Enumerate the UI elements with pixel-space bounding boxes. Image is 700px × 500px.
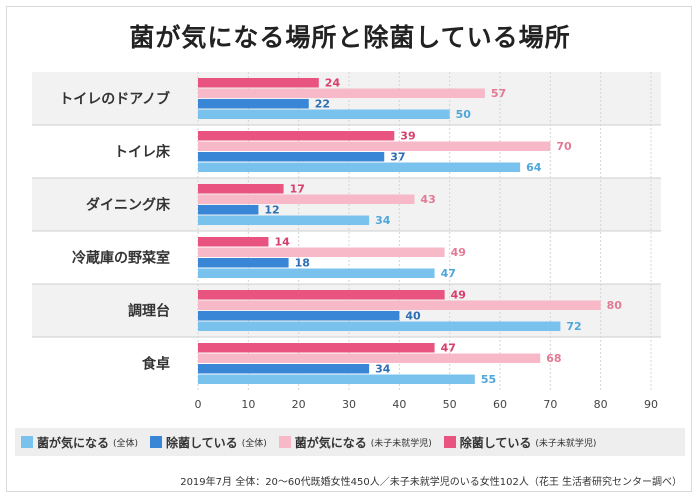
x-tick-label: 60 [493, 398, 507, 411]
data-label: 14 [274, 236, 290, 249]
data-label: 34 [375, 363, 391, 376]
legend-label-4: 除菌している [459, 435, 532, 450]
data-label: 34 [375, 214, 391, 227]
bar [198, 258, 289, 268]
bar [198, 141, 551, 151]
data-label: 64 [526, 161, 542, 174]
bar [198, 184, 284, 194]
data-label: 70 [556, 140, 572, 153]
category-label: 調理台 [128, 303, 170, 320]
data-label: 49 [451, 246, 466, 259]
bar [198, 247, 445, 257]
x-tick-label: 90 [644, 398, 658, 411]
x-tick-label: 20 [292, 398, 306, 411]
chart-frame [6, 6, 692, 492]
bar [198, 268, 435, 278]
x-tick-label: 70 [543, 398, 557, 411]
data-label: 72 [566, 320, 581, 333]
x-tick-label: 30 [342, 398, 356, 411]
legend-sub-1: (全体) [113, 438, 139, 449]
legend-label-2: 除菌している [166, 435, 238, 450]
legend-sub-3: (未子未就学児) [370, 438, 432, 449]
legend-label-1: 菌が気になる [37, 435, 110, 450]
data-label: 55 [481, 373, 496, 386]
bar [198, 374, 475, 384]
data-label: 50 [456, 108, 472, 121]
x-tick-label: 10 [241, 398, 255, 411]
data-label: 12 [264, 204, 279, 217]
bar [198, 290, 445, 300]
chart-title: 菌が気になる場所と除菌している場所 [129, 23, 571, 52]
data-label: 49 [451, 289, 466, 302]
bar [198, 131, 395, 141]
bar [198, 162, 521, 172]
data-label: 17 [290, 183, 305, 196]
x-tick-label: 80 [594, 398, 608, 411]
data-label: 80 [607, 299, 623, 312]
category-label: トイレのドアノブ [59, 91, 170, 108]
bar [198, 321, 561, 331]
bar [198, 194, 415, 204]
x-tick-label: 40 [392, 398, 406, 411]
category-label: トイレ床 [114, 144, 171, 161]
data-label: 22 [315, 98, 330, 111]
footnote: 2019年7月 全体：20～60代既婚女性450人／未子未就学児のいる女性102… [180, 477, 682, 488]
bar [198, 343, 435, 353]
category-label: 食卓 [142, 356, 170, 373]
data-label: 43 [420, 193, 435, 206]
data-label: 47 [441, 267, 456, 280]
data-label: 68 [546, 352, 561, 365]
bar [198, 237, 269, 247]
bar [198, 88, 485, 98]
bar [198, 300, 601, 310]
bar [198, 353, 541, 363]
x-tick-label: 50 [443, 398, 457, 411]
data-label: 40 [405, 310, 421, 323]
x-tick-label: 0 [195, 398, 202, 411]
category-label: 冷蔵庫の野菜室 [72, 250, 170, 267]
bar [198, 215, 370, 225]
legend-swatch-1 [21, 436, 33, 448]
legend-item-4: 除菌している (未子未就学児) [443, 434, 597, 451]
legend-sub-2: (全体) [241, 438, 267, 449]
legend-item-1: 菌が気になる (全体) [21, 434, 138, 451]
data-label: 18 [295, 257, 310, 270]
bar [198, 109, 450, 119]
bar [198, 205, 259, 215]
category-label: ダイニング床 [86, 197, 171, 214]
legend-item-3: 菌が気になる (未子未就学児) [278, 434, 432, 451]
legend-sub-4: (未子未就学児) [535, 438, 597, 449]
data-label: 24 [325, 77, 341, 90]
legend-swatch-4 [443, 436, 456, 448]
bar [198, 311, 400, 321]
bar [198, 78, 319, 88]
legend-swatch-3 [278, 436, 291, 448]
data-label: 57 [491, 87, 506, 100]
bar [198, 152, 385, 162]
legend-swatch-2 [150, 436, 163, 448]
legend-label-3: 菌が気になる [294, 435, 367, 450]
legend-item-2: 除菌している (全体) [150, 434, 267, 451]
bar [198, 364, 370, 374]
data-label: 39 [400, 130, 415, 143]
bar [198, 99, 309, 109]
legend: 菌が気になる (全体) 除菌している (全体) 菌が気になる (未子未就学児) 除菌し… [15, 428, 685, 456]
data-label: 37 [390, 151, 405, 164]
data-label: 47 [441, 342, 456, 355]
